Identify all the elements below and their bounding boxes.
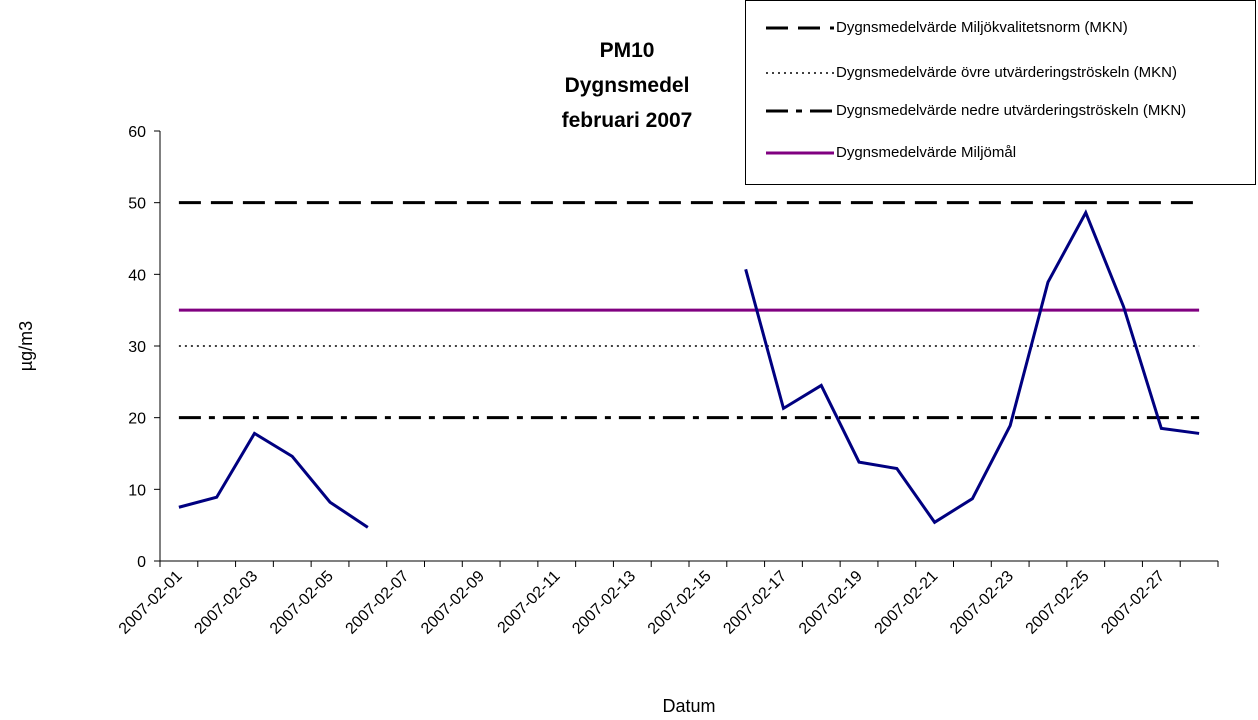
- x-tick-label: 2007-02-09: [418, 568, 488, 638]
- x-tick-label: 2007-02-25: [1023, 568, 1093, 638]
- y-tick-label: 50: [128, 196, 146, 213]
- y-axis-label: µg/m3: [16, 321, 36, 371]
- chart-title: Dygnsmedel: [565, 74, 690, 97]
- chart-title: februari 2007: [562, 109, 693, 132]
- y-tick-label: 40: [128, 267, 146, 284]
- chart-title: PM10: [600, 39, 655, 62]
- y-tick-label: 0: [137, 554, 146, 571]
- legend-swatch: [766, 109, 834, 113]
- legend-label: Dygnsmedelvärde Miljömål: [836, 144, 1017, 161]
- x-tick-label: 2007-02-13: [569, 568, 639, 638]
- y-tick-label: 10: [128, 482, 146, 499]
- legend-swatch: [766, 26, 834, 30]
- series-line: [744, 209, 1200, 525]
- x-tick-label: 2007-02-11: [495, 568, 564, 637]
- x-tick-label: 2007-02-15: [645, 568, 715, 638]
- x-tick-label: 2007-02-03: [191, 568, 261, 638]
- legend-label: Dygnsmedelvärde övre utvärderingströskel…: [836, 64, 1177, 81]
- x-axis-label: Datum: [662, 696, 715, 716]
- legend-label: Dygnsmedelvärde Miljökvalitetsnorm (MKN): [836, 19, 1128, 36]
- y-tick-label: 60: [128, 124, 146, 141]
- x-tick-label: 2007-02-23: [947, 568, 1017, 638]
- y-tick-label: 30: [128, 339, 146, 356]
- x-tick-label: 2007-02-21: [872, 568, 942, 638]
- x-tick-label: 2007-02-05: [267, 568, 337, 638]
- legend-entry: Dygnsmedelvärde övre utvärderingströskel…: [764, 63, 1256, 82]
- x-tick-label: 2007-02-07: [343, 568, 413, 638]
- legend-entry: Dygnsmedelvärde Miljökvalitetsnorm (MKN): [764, 18, 1256, 37]
- legend-label: Dygnsmedelvärde nedre utvärderingströske…: [836, 102, 1187, 119]
- legend: Dygnsmedelvärde Miljökvalitetsnorm (MKN)…: [745, 0, 1256, 185]
- legend-swatch: [766, 151, 834, 155]
- legend-swatch: [766, 72, 834, 74]
- x-tick-label: 2007-02-01: [116, 568, 186, 638]
- series-line: [178, 431, 369, 529]
- x-tick-label: 2007-02-19: [796, 568, 866, 638]
- legend-entry: Dygnsmedelvärde Miljömål: [764, 143, 1256, 162]
- legend-entry: Dygnsmedelvärde nedre utvärderingströske…: [764, 101, 1256, 120]
- y-tick-label: 20: [128, 411, 146, 428]
- x-tick-label: 2007-02-17: [720, 568, 790, 638]
- x-tick-label: 2007-02-27: [1098, 568, 1168, 638]
